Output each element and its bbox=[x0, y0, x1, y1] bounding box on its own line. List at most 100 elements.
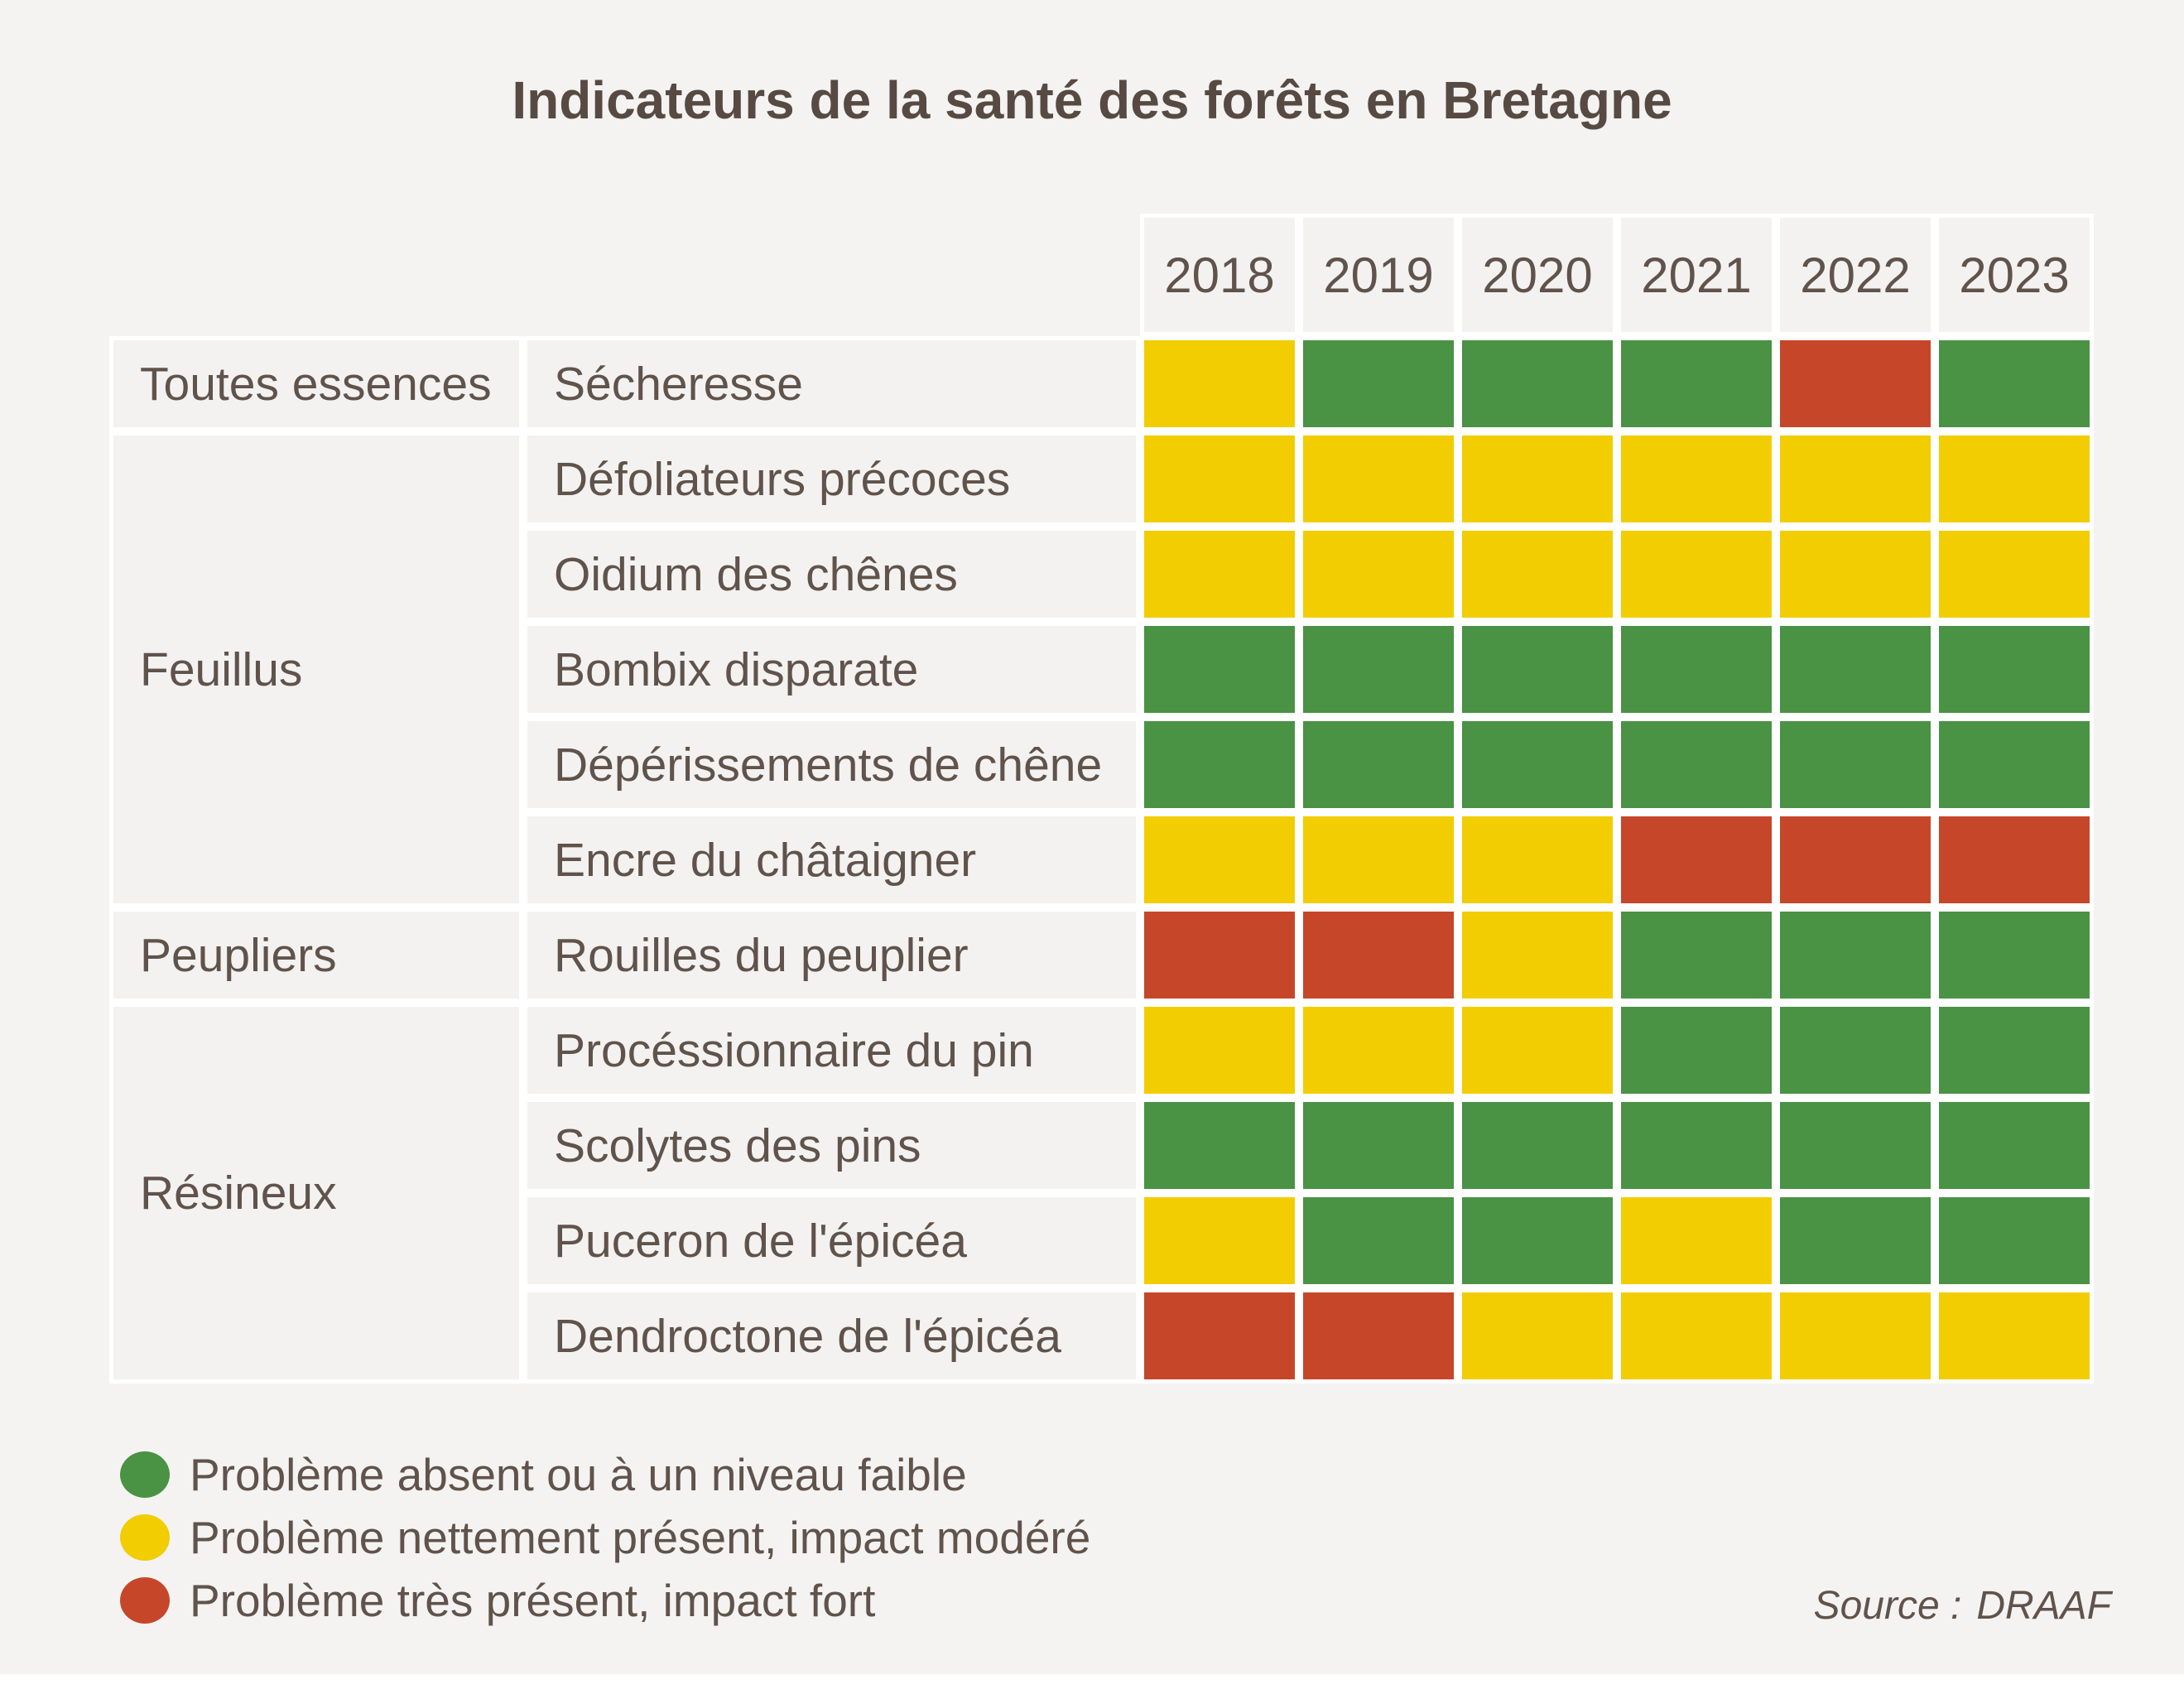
heatmap-cell-2021-level-moderate bbox=[1617, 1288, 1776, 1384]
heatmap-cell-2023-level-low bbox=[1935, 717, 2094, 812]
heatmap-cell-2022-level-moderate bbox=[1776, 1288, 1935, 1384]
heatmap-cell-2020-level-low bbox=[1458, 717, 1617, 812]
heatmap-cell-2018-level-high bbox=[1140, 907, 1299, 1003]
indicator-label: Dépérissements de chêne bbox=[523, 717, 1140, 812]
legend-item-high: Problème très présent, impact fort bbox=[120, 1575, 1090, 1626]
heatmap-cell-2023-level-low bbox=[1935, 1098, 2094, 1193]
heatmap-cell-2023-level-low bbox=[1935, 907, 2094, 1003]
forest-health-heatmap: 2018 2019 2020 2021 2022 2023 Toutes essences S… bbox=[109, 214, 2094, 1384]
year-header-2023: 2023 bbox=[1935, 214, 2094, 336]
year-header-2018: 2018 bbox=[1140, 214, 1299, 336]
indicator-label: Défoliateurs précoces bbox=[523, 431, 1140, 527]
indicator-label: Encre du châtaigner bbox=[523, 812, 1140, 907]
heatmap-cell-2020-level-low bbox=[1458, 1193, 1617, 1288]
heatmap-cell-2023-level-low bbox=[1935, 1003, 2094, 1098]
indicator-label: Sécheresse bbox=[523, 336, 1140, 431]
heatmap-cell-2021-level-high bbox=[1617, 812, 1776, 907]
bottom-bar bbox=[0, 1674, 2184, 1694]
group-label-2: Peupliers bbox=[109, 907, 523, 1003]
legend-high-dot-icon bbox=[120, 1577, 170, 1624]
indicator-label: Scolytes des pins bbox=[523, 1098, 1140, 1193]
heatmap-cell-2021-level-low bbox=[1617, 622, 1776, 717]
heatmap-cell-2019-level-low bbox=[1299, 1193, 1458, 1288]
group-label-3: Résineux bbox=[109, 1003, 523, 1384]
heatmap-cell-2021-level-moderate bbox=[1617, 431, 1776, 527]
heatmap-cell-2021-level-moderate bbox=[1617, 1193, 1776, 1288]
heatmap-cell-2019-level-low bbox=[1299, 717, 1458, 812]
heatmap-cell-2022-level-low bbox=[1776, 1193, 1935, 1288]
legend-low-dot-icon bbox=[120, 1451, 170, 1498]
indicator-label: Oidium des chênes bbox=[523, 527, 1140, 622]
heatmap-cell-2018-level-moderate bbox=[1140, 1193, 1299, 1288]
heatmap-cell-2021-level-low bbox=[1617, 1098, 1776, 1193]
source-value: DRAAF bbox=[1976, 1584, 2111, 1628]
heatmap-cell-2018-level-moderate bbox=[1140, 812, 1299, 907]
heatmap-cell-2022-level-low bbox=[1776, 907, 1935, 1003]
heatmap-cell-2018-level-low bbox=[1140, 622, 1299, 717]
heatmap-cell-2023-level-low bbox=[1935, 622, 2094, 717]
heatmap-cell-2022-level-high bbox=[1776, 336, 1935, 431]
heatmap-cell-2021-level-low bbox=[1617, 717, 1776, 812]
legend-label: Problème absent ou à un niveau faible bbox=[190, 1449, 967, 1500]
source-label: Source : bbox=[1813, 1584, 1962, 1628]
heatmap-cell-2022-level-high bbox=[1776, 812, 1935, 907]
heatmap-cell-2022-level-low bbox=[1776, 622, 1935, 717]
heatmap-cell-2022-level-low bbox=[1776, 1098, 1935, 1193]
indicator-label: Procéssionnaire du pin bbox=[523, 1003, 1140, 1098]
heatmap-cell-2018-level-high bbox=[1140, 1288, 1299, 1384]
heatmap-cell-2019-level-moderate bbox=[1299, 1003, 1458, 1098]
heatmap-cell-2018-level-moderate bbox=[1140, 527, 1299, 622]
heatmap-cell-2020-level-low bbox=[1458, 622, 1617, 717]
heatmap-cell-2020-level-low bbox=[1458, 336, 1617, 431]
legend-moderate-dot-icon bbox=[120, 1514, 170, 1561]
indicator-label: Dendroctone de l'épicéa bbox=[523, 1288, 1140, 1384]
heatmap-cell-2019-level-low bbox=[1299, 336, 1458, 431]
heatmap-cell-2018-level-moderate bbox=[1140, 431, 1299, 527]
year-header-2021: 2021 bbox=[1617, 214, 1776, 336]
heatmap-cell-2018-level-moderate bbox=[1140, 336, 1299, 431]
year-header-2019: 2019 bbox=[1299, 214, 1458, 336]
heatmap-cell-2023-level-low bbox=[1935, 336, 2094, 431]
legend-label: Problème très présent, impact fort bbox=[190, 1575, 876, 1626]
legend-item-low: Problème absent ou à un niveau faible bbox=[120, 1449, 1090, 1500]
heatmap-cell-2023-level-moderate bbox=[1935, 1288, 2094, 1384]
heatmap-cell-2020-level-moderate bbox=[1458, 907, 1617, 1003]
heatmap-cell-2018-level-moderate bbox=[1140, 1003, 1299, 1098]
chart-title: Indicateurs de la santé des forêts en Br… bbox=[512, 70, 1672, 130]
legend-label: Problème nettement présent, impact modér… bbox=[190, 1512, 1091, 1563]
indicator-label: Rouilles du peuplier bbox=[523, 907, 1140, 1003]
heatmap-cell-2021-level-low bbox=[1617, 1003, 1776, 1098]
heatmap-cell-2023-level-low bbox=[1935, 1193, 2094, 1288]
heatmap-cell-2019-level-high bbox=[1299, 907, 1458, 1003]
heatmap-cell-2022-level-moderate bbox=[1776, 527, 1935, 622]
heatmap-cell-2021-level-moderate bbox=[1617, 527, 1776, 622]
heatmap-cell-2018-level-low bbox=[1140, 717, 1299, 812]
source-note: Source : DRAAF bbox=[1814, 1583, 2111, 1629]
legend-item-moderate: Problème nettement présent, impact modér… bbox=[120, 1512, 1091, 1563]
year-header-2020: 2020 bbox=[1458, 214, 1617, 336]
heatmap-cell-2022-level-low bbox=[1776, 1003, 1935, 1098]
heatmap-cell-2019-level-moderate bbox=[1299, 431, 1458, 527]
indicator-label: Puceron de l'épicéa bbox=[523, 1193, 1140, 1288]
header-corner-spacer bbox=[109, 214, 1140, 336]
heatmap-cell-2022-level-low bbox=[1776, 717, 1935, 812]
heatmap-cell-2021-level-low bbox=[1617, 907, 1776, 1003]
group-label-1: Feuillus bbox=[109, 431, 523, 907]
heatmap-cell-2018-level-low bbox=[1140, 1098, 1299, 1193]
year-header-2022: 2022 bbox=[1776, 214, 1935, 336]
heatmap-cell-2019-level-low bbox=[1299, 1098, 1458, 1193]
heatmap-cell-2023-level-moderate bbox=[1935, 431, 2094, 527]
heatmap-cell-2020-level-low bbox=[1458, 1098, 1617, 1193]
heatmap-cell-2023-level-moderate bbox=[1935, 527, 2094, 622]
heatmap-cell-2019-level-moderate bbox=[1299, 812, 1458, 907]
heatmap-cell-2019-level-high bbox=[1299, 1288, 1458, 1384]
heatmap-cell-2020-level-moderate bbox=[1458, 1003, 1617, 1098]
heatmap-cell-2019-level-low bbox=[1299, 622, 1458, 717]
heatmap-cell-2022-level-moderate bbox=[1776, 431, 1935, 527]
heatmap-cell-2020-level-moderate bbox=[1458, 1288, 1617, 1384]
heatmap-cell-2020-level-moderate bbox=[1458, 812, 1617, 907]
indicator-label: Bombix disparate bbox=[523, 622, 1140, 717]
heatmap-cell-2023-level-high bbox=[1935, 812, 2094, 907]
heatmap-cell-2019-level-moderate bbox=[1299, 527, 1458, 622]
